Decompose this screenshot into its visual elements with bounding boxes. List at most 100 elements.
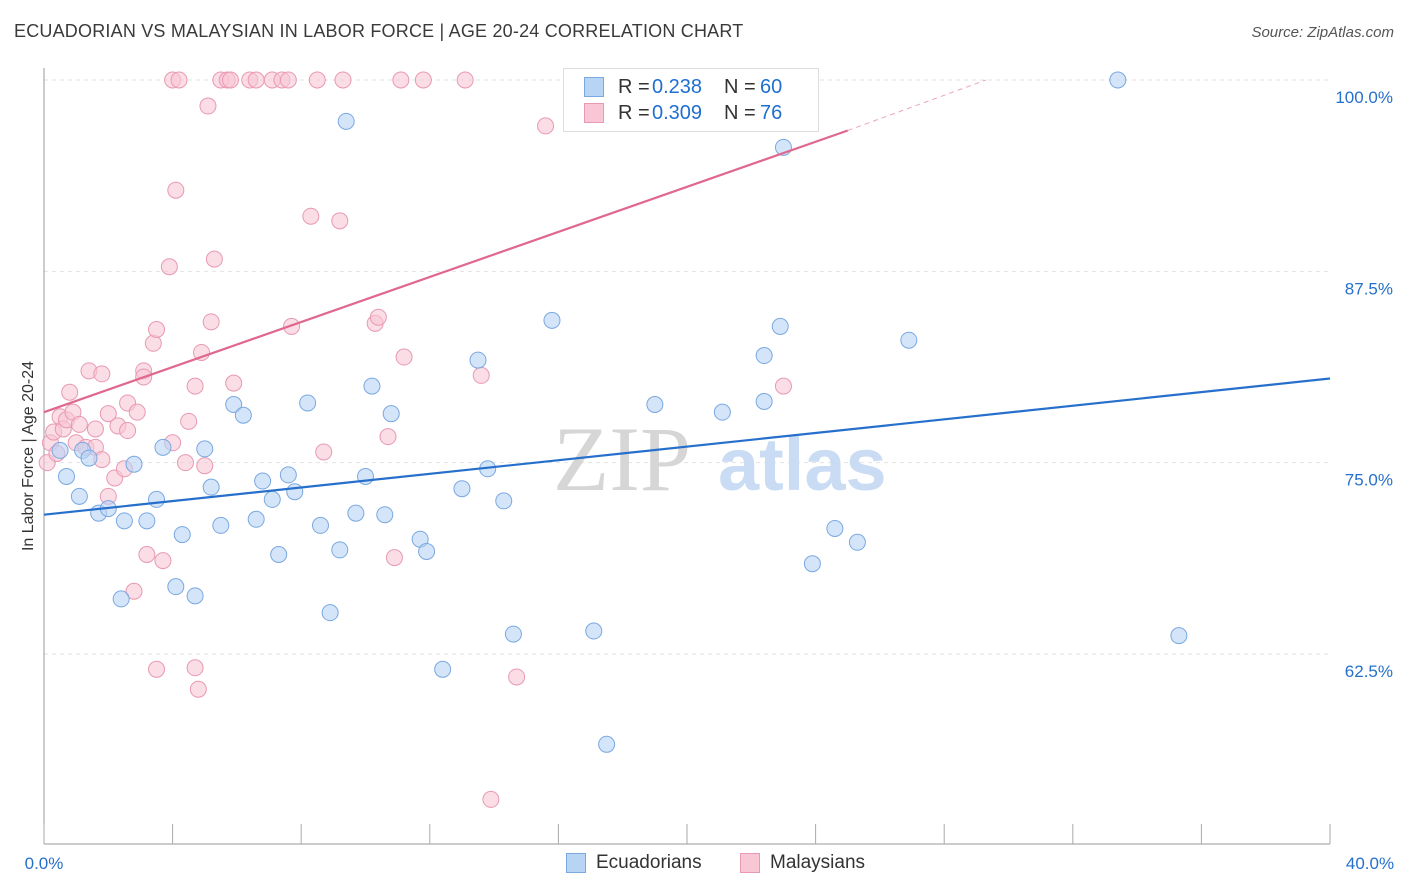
n-label: N =: [724, 101, 756, 124]
ecuadorians-point: [382, 405, 400, 423]
ecuadorians-point: [286, 483, 304, 501]
malaysians-point: [414, 71, 432, 89]
malaysians-point: [392, 71, 410, 89]
ecuadorians-point: [646, 396, 664, 414]
malaysians-point: [315, 443, 333, 461]
malaysians-point: [176, 454, 194, 472]
source-credit[interactable]: Source: ZipAtlas.com: [1251, 24, 1394, 41]
ecuadorians-point: [376, 506, 394, 524]
legend-label: Malaysians: [770, 852, 866, 873]
y-tick-label: 62.5%: [1345, 662, 1393, 681]
malaysians-point: [167, 181, 185, 199]
malaysians-point: [186, 377, 204, 395]
ecuadorians-point: [115, 512, 133, 530]
ecuadorians-points: [51, 71, 1188, 753]
ecuadorians-point: [585, 622, 603, 640]
ecuadorians-point: [186, 587, 204, 605]
ecuadorians-point: [1109, 71, 1127, 89]
correlation-legend: R = 0.238 N = 60 R = 0.309 N = 76: [563, 68, 819, 132]
y-tick-label: 87.5%: [1345, 279, 1393, 298]
ecuadorians-point: [202, 478, 220, 496]
ecuadorians-point: [247, 510, 265, 528]
malaysians-point: [456, 71, 474, 89]
malaysians-point: [472, 366, 490, 384]
malaysians-point: [221, 71, 239, 89]
ecuadorians-point: [495, 492, 513, 510]
ecuadorians-point: [311, 516, 329, 534]
ecuadorians-point: [173, 526, 191, 544]
malaysians-point: [379, 428, 397, 446]
ecuadorians-point: [469, 351, 487, 369]
ecuadorians-point: [196, 440, 214, 458]
ecuadorians-swatch: [584, 77, 604, 97]
malaysians-trend-extension: [847, 79, 987, 131]
malaysians-point: [225, 374, 243, 392]
malaysians-point: [395, 348, 413, 366]
ecuadorians-point: [270, 546, 288, 564]
legend-item-ecuadorians[interactable]: Ecuadorians: [566, 852, 702, 874]
trend-lines: [43, 79, 1331, 516]
malaysians-point: [125, 582, 143, 600]
malaysians-swatch: [584, 103, 604, 123]
ecuadorians-point: [148, 490, 166, 508]
malaysians-point: [160, 258, 178, 276]
malaysians-point: [119, 422, 137, 440]
ecuadorians-point: [112, 590, 130, 608]
y-tick-label: 75.0%: [1345, 471, 1393, 490]
malaysians-point: [537, 117, 555, 135]
malaysians-swatch: [740, 853, 760, 873]
malaysians-point: [70, 415, 88, 433]
r-value: 0.238: [652, 75, 703, 98]
ecuadorians-point: [58, 467, 76, 485]
ecuadorians-point: [299, 394, 317, 412]
malaysians-point: [774, 377, 792, 395]
ecuadorians-point: [80, 449, 98, 467]
ecuadorians-point: [771, 317, 789, 335]
malaysians-point: [128, 403, 146, 421]
ecuadorians-point: [1170, 627, 1188, 645]
malaysians-point: [93, 365, 111, 383]
malaysians-point: [199, 97, 217, 115]
malaysians-point: [334, 71, 352, 89]
ecuadorians-point: [331, 541, 349, 559]
ecuadorians-point: [543, 311, 561, 329]
legend-item-malaysians[interactable]: Malaysians: [740, 852, 865, 874]
legend-label: Ecuadorians: [596, 852, 702, 873]
ecuadorians-point: [453, 480, 471, 498]
gridlines: [44, 79, 1330, 655]
x-ticks: [43, 824, 1331, 844]
ecuadorians-point: [225, 396, 243, 414]
malaysians-point: [186, 659, 204, 677]
legend-row-ecuadorians: R = 0.238 N = 60: [584, 75, 782, 99]
ecuadorians-point: [125, 455, 143, 473]
malaysians-point: [170, 71, 188, 89]
ecuadorians-point: [254, 472, 272, 490]
malaysians-point: [385, 549, 403, 567]
ecuadorians-swatch: [566, 853, 586, 873]
malaysians-point: [202, 313, 220, 331]
malaysians-point: [205, 250, 223, 268]
malaysians-point: [196, 457, 214, 475]
ecuadorians-point: [598, 735, 616, 753]
n-label: N =: [724, 75, 756, 98]
n-value: 60: [760, 75, 783, 98]
ecuadorians-point: [70, 487, 88, 505]
malaysians-point: [331, 212, 349, 230]
ecuadorians-point: [418, 542, 436, 560]
ecuadorians-point: [337, 112, 355, 130]
malaysians-point: [308, 71, 326, 89]
ecuadorians-point: [434, 660, 452, 678]
ecuadorians-point: [138, 512, 156, 530]
ecuadorians-point: [755, 347, 773, 365]
malaysians-point: [302, 207, 320, 225]
malaysians-point: [180, 412, 198, 430]
malaysians-point: [247, 71, 265, 89]
malaysians-trend-line: [43, 129, 849, 414]
malaysians-point: [148, 660, 166, 678]
malaysians-point: [482, 790, 500, 808]
malaysians-point: [154, 552, 172, 570]
r-label: R =: [618, 75, 650, 98]
ecuadorians-point: [363, 377, 381, 395]
ecuadorians-point: [755, 392, 773, 410]
